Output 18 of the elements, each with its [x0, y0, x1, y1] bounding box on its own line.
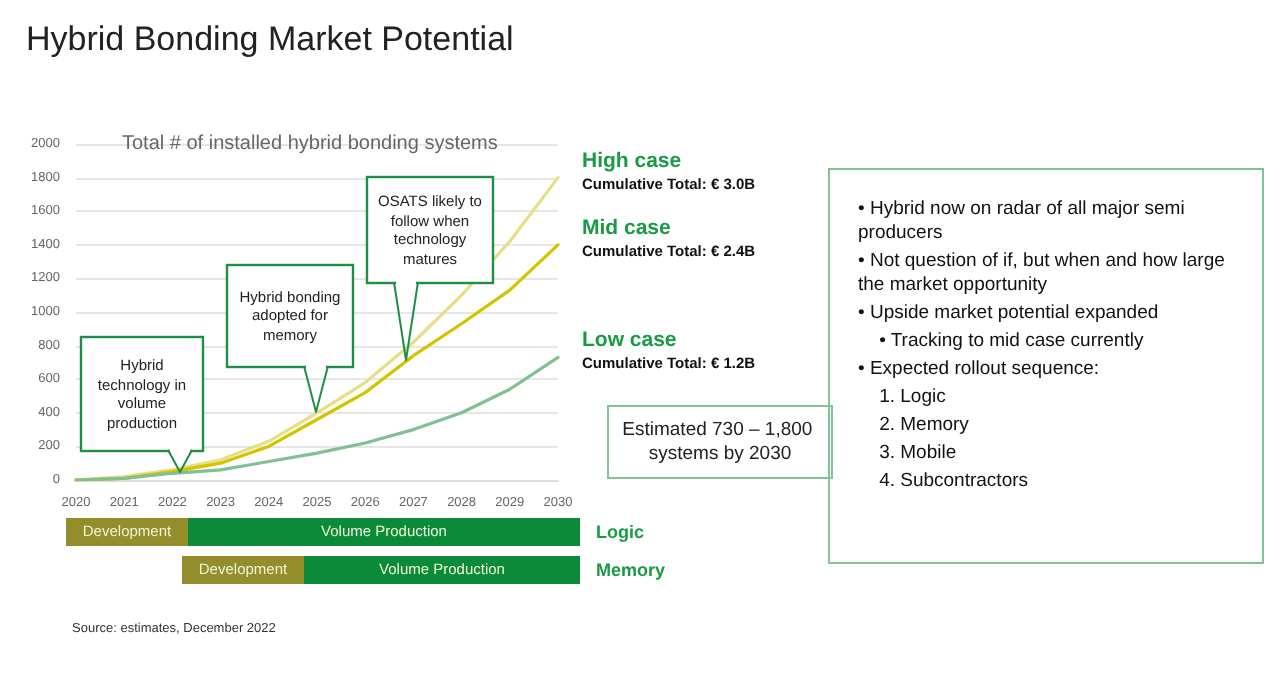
- text: 4. Subcontractors: [877, 470, 1031, 494]
- text: Logic: [596, 520, 644, 546]
- line-series: [74, 355, 560, 482]
- text: 1. Logic: [877, 386, 948, 410]
- text: Estimated 730 – 1,800 systems by 2030: [622, 419, 818, 465]
- series-label: High case: [582, 148, 682, 173]
- chart-subtitle: Total # of installed hybrid bonding systems: [122, 133, 498, 155]
- text: 3. Mobile: [877, 442, 959, 466]
- text: • Expected rollout sequence:: [858, 358, 1102, 382]
- text: • Hybrid now on radar of all major semi producers: [858, 198, 1187, 246]
- text: • Upside market potential expanded: [858, 302, 1161, 326]
- text: Memory: [596, 558, 666, 584]
- text: • Not question of if, but when and how large the market opportunity: [858, 250, 1227, 298]
- chart-title: Hybrid Bonding Market Potential: [26, 20, 514, 58]
- series-label: Low case: [582, 328, 677, 353]
- series-label: Mid case: [582, 215, 672, 240]
- text: • Tracking to mid case currently: [877, 330, 1146, 354]
- text: 2. Memory: [877, 414, 971, 438]
